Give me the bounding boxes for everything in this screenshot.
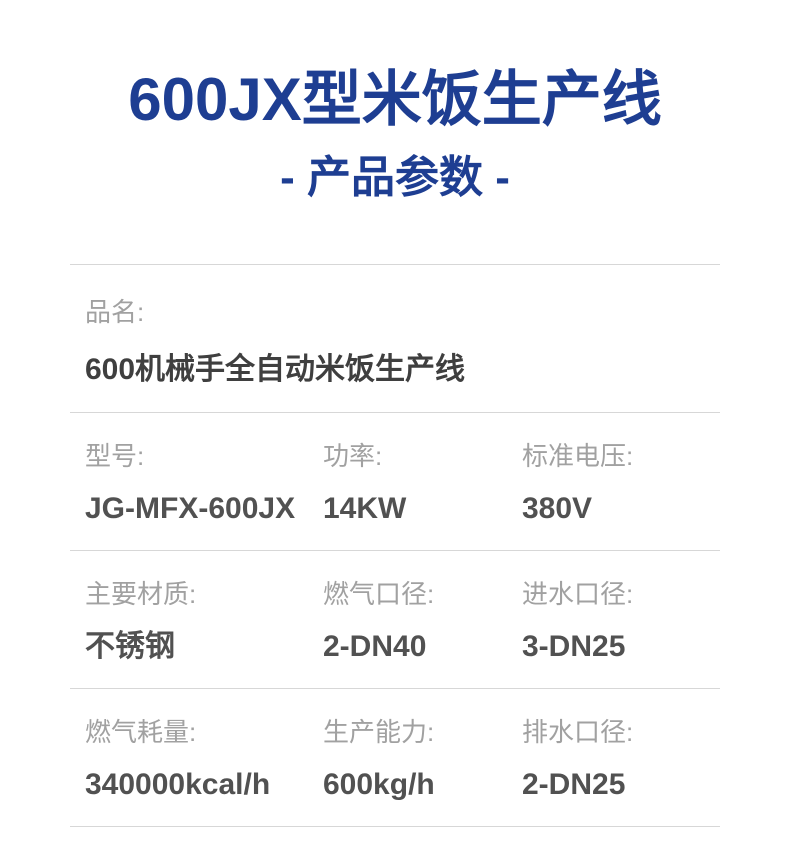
spec-cell-material: 主要材质: 不锈钢 — [85, 581, 323, 663]
spec-section-row-3: 燃气耗量: 340000kcal/h 生产能力: 600kg/h 排水口径: 2… — [70, 689, 720, 827]
spec-cell-gas-caliber: 燃气口径: 2-DN40 — [323, 581, 522, 663]
product-name-label: 品名: — [85, 297, 145, 327]
spec-section-row-1: 型号: JG-MFX-600JX 功率: 14KW 标准电压: 380V — [70, 413, 720, 551]
spec-cell-power: 功率: 14KW — [323, 443, 522, 525]
drain-value: 2-DN25 — [522, 768, 626, 801]
gas-caliber-label: 燃气口径: — [323, 579, 435, 609]
voltage-label: 标准电压: — [522, 441, 634, 471]
spec-cell-drain: 排水口径: 2-DN25 — [522, 719, 720, 801]
capacity-label: 生产能力: — [323, 717, 435, 747]
spec-cell-voltage: 标准电压: 380V — [522, 443, 720, 525]
spec-cell-gas-consumption: 燃气耗量: 340000kcal/h — [85, 719, 323, 801]
model-value: JG-MFX-600JX — [85, 492, 296, 525]
spec-table: 品名: 600机械手全自动米饭生产线 型号: JG-MFX-600JX 功率: … — [70, 264, 720, 827]
gas-consumption-value: 340000kcal/h — [85, 768, 271, 801]
water-inlet-label: 进水口径: — [522, 579, 634, 609]
header: 600JX型米饭生产线 - 产品参数 - — [0, 0, 790, 200]
spec-cell-model: 型号: JG-MFX-600JX — [85, 443, 323, 525]
power-value: 14KW — [323, 492, 407, 525]
spec-cell-water-inlet: 进水口径: 3-DN25 — [522, 581, 720, 663]
water-inlet-value: 3-DN25 — [522, 630, 626, 663]
gas-consumption-label: 燃气耗量: — [85, 717, 197, 747]
page-title: 600JX型米饭生产线 — [128, 66, 662, 133]
material-label: 主要材质: — [85, 579, 197, 609]
gas-caliber-value: 2-DN40 — [323, 630, 427, 663]
spec-section-product-name: 品名: 600机械手全自动米饭生产线 — [70, 265, 720, 413]
spec-section-row-2: 主要材质: 不锈钢 燃气口径: 2-DN40 进水口径: 3-DN25 — [70, 551, 720, 689]
product-name-value: 600机械手全自动米饭生产线 — [85, 353, 466, 386]
drain-label: 排水口径: — [522, 717, 634, 747]
page-subtitle: - 产品参数 - — [280, 153, 510, 202]
material-value: 不锈钢 — [85, 630, 175, 663]
power-label: 功率: — [323, 441, 383, 471]
spec-cell-capacity: 生产能力: 600kg/h — [323, 719, 522, 801]
voltage-value: 380V — [522, 492, 593, 525]
model-label: 型号: — [85, 441, 145, 471]
capacity-value: 600kg/h — [323, 768, 435, 801]
